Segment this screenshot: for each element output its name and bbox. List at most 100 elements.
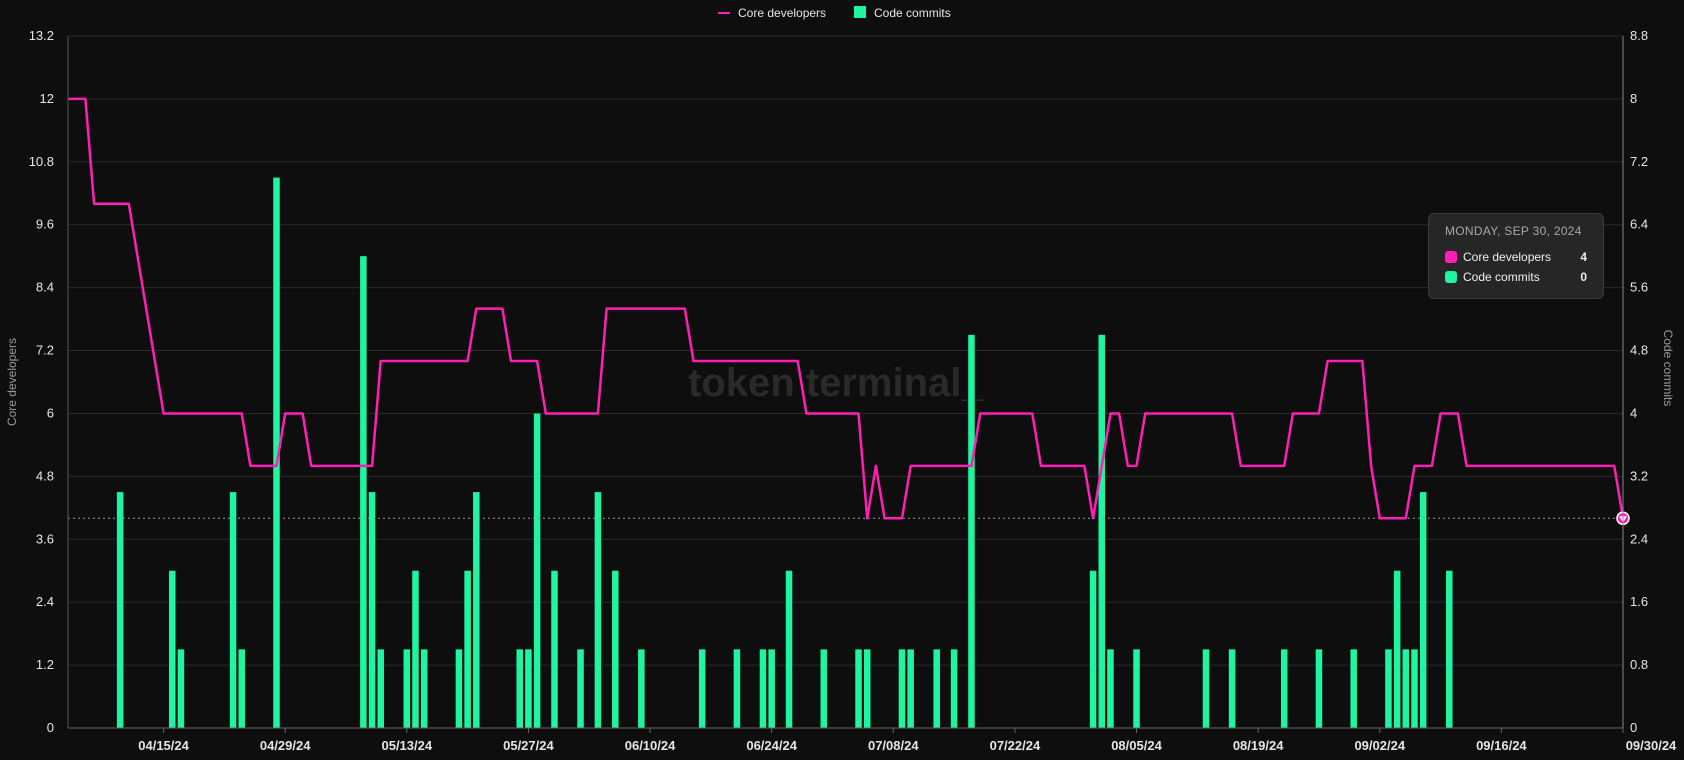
tooltip-date: MONDAY, SEP 30, 2024 (1445, 224, 1582, 238)
tooltip-row-core-developers: Core developers 4 (1445, 250, 1587, 264)
commit-bar (759, 649, 767, 728)
commit-bar (168, 570, 176, 728)
legend-label: Core developers (738, 6, 826, 20)
left-tick-label: 3.6 (36, 531, 54, 546)
commit-bar (1393, 570, 1401, 728)
commit-bar (525, 649, 532, 728)
tooltip: MONDAY, SEP 30, 2024 Core developers 4 C… (1428, 213, 1604, 299)
right-tick-label: 5.6 (1630, 280, 1648, 295)
commit-bar (1315, 649, 1323, 728)
tooltip-label: Code commits (1463, 270, 1540, 284)
right-axis-ticks: 0 0.8 1.6 2.4 3.2 4 4.8 5.6 6.4 7.2 8 8.8 (1630, 28, 1648, 735)
x-tick-label: 04/29/24 (260, 738, 311, 753)
x-tick-label: 04/15/24 (138, 738, 189, 753)
commit-bar (360, 256, 367, 728)
right-tick-label: 0.8 (1630, 657, 1648, 672)
left-tick-label: 0 (47, 720, 54, 735)
commit-bar (612, 570, 619, 728)
right-axis-title: Code commits (1661, 330, 1675, 407)
x-tick-label: 08/05/24 (1111, 738, 1162, 753)
commit-bar (177, 649, 185, 728)
commit-bar (968, 334, 975, 728)
right-tick-label: 3.2 (1630, 468, 1648, 483)
right-tick-label: 0 (1630, 720, 1637, 735)
right-tick-label: 2.4 (1630, 531, 1648, 546)
commit-bar (533, 413, 541, 728)
left-tick-label: 2.4 (36, 594, 54, 609)
commit-bar (1133, 649, 1140, 728)
left-tick-label: 8.4 (36, 280, 54, 295)
commit-bar (473, 492, 480, 728)
commit-bar (594, 492, 602, 728)
right-tick-label: 1.6 (1630, 594, 1648, 609)
legend: Core developers Code commits (718, 6, 951, 20)
commit-bar (273, 177, 280, 728)
left-tick-label: 13.2 (29, 28, 54, 43)
x-tick-label: 05/27/24 (503, 738, 554, 753)
left-tick-label: 9.6 (36, 217, 54, 232)
code-commits-swatch (1445, 271, 1457, 283)
commit-bar (1402, 649, 1410, 728)
commit-bar (412, 570, 419, 728)
commit-bar (238, 649, 246, 728)
commit-bar (1098, 334, 1106, 728)
commit-bar (551, 570, 558, 728)
code-commits-bars (116, 177, 1453, 728)
commit-bar (820, 649, 828, 728)
x-tick-label: 09/02/24 (1354, 738, 1405, 753)
commit-bar (420, 649, 428, 728)
x-tick-label: 06/24/24 (746, 738, 797, 753)
commit-bar (1445, 570, 1453, 728)
x-tick-label: 09/16/24 (1476, 738, 1527, 753)
left-tick-label: 6 (47, 405, 54, 420)
commit-bar (1107, 649, 1114, 728)
commit-bar (1228, 649, 1236, 728)
core-developers-line (68, 97, 1625, 520)
commit-bar (698, 649, 706, 728)
commit-bar (785, 570, 793, 728)
commit-bar (577, 649, 584, 728)
commit-bar (1350, 649, 1357, 728)
commit-bar (229, 492, 237, 728)
core-developers-swatch (1445, 251, 1457, 263)
tooltip-value: 0 (1580, 270, 1587, 284)
left-tick-label: 10.8 (29, 154, 54, 169)
tooltip-row-code-commits: Code commits 0 (1445, 270, 1587, 284)
commit-bar (116, 492, 124, 728)
gridlines (68, 35, 1623, 666)
commit-bar (898, 649, 906, 728)
tooltip-label: Core developers (1463, 250, 1552, 264)
x-tick-label: 09/30/24 (1626, 738, 1677, 753)
left-tick-label: 7.2 (36, 343, 54, 358)
commit-bar (733, 649, 741, 728)
right-tick-label: 6.4 (1630, 217, 1648, 232)
right-tick-label: 4 (1630, 405, 1637, 420)
x-tick-label: 05/13/24 (381, 738, 432, 753)
commit-bar (907, 649, 914, 728)
commit-bar (863, 649, 871, 728)
commit-bar (1419, 492, 1427, 728)
commit-bar (1089, 570, 1097, 728)
commit-bar (516, 649, 523, 728)
x-axis-ticks: 04/15/24 04/29/24 05/13/24 05/27/24 06/10/24… (138, 728, 1677, 753)
watermark: token terminal_ (688, 361, 984, 405)
x-tick-label: 07/08/24 (868, 738, 919, 753)
commit-bar (1202, 649, 1210, 728)
legend-label: Code commits (874, 6, 951, 20)
right-tick-label: 7.2 (1630, 154, 1648, 169)
right-tick-label: 8 (1630, 91, 1637, 106)
x-tick-label: 06/10/24 (625, 738, 676, 753)
right-tick-label: 8.8 (1630, 28, 1648, 43)
commit-bar (1411, 649, 1418, 728)
commit-bar (768, 649, 775, 728)
commit-bar (377, 649, 384, 728)
left-tick-label: 4.8 (36, 468, 54, 483)
legend-swatch-square (854, 6, 866, 18)
left-axis-ticks: 0 1.2 2.4 3.6 4.8 6 7.2 8.4 9.6 10.8 12 13.2 (29, 28, 54, 735)
commit-bar (1280, 649, 1288, 728)
commit-bar (855, 649, 862, 728)
left-axis-title: Core developers (5, 338, 19, 426)
commit-bar (638, 649, 645, 728)
commit-bar (464, 570, 471, 728)
